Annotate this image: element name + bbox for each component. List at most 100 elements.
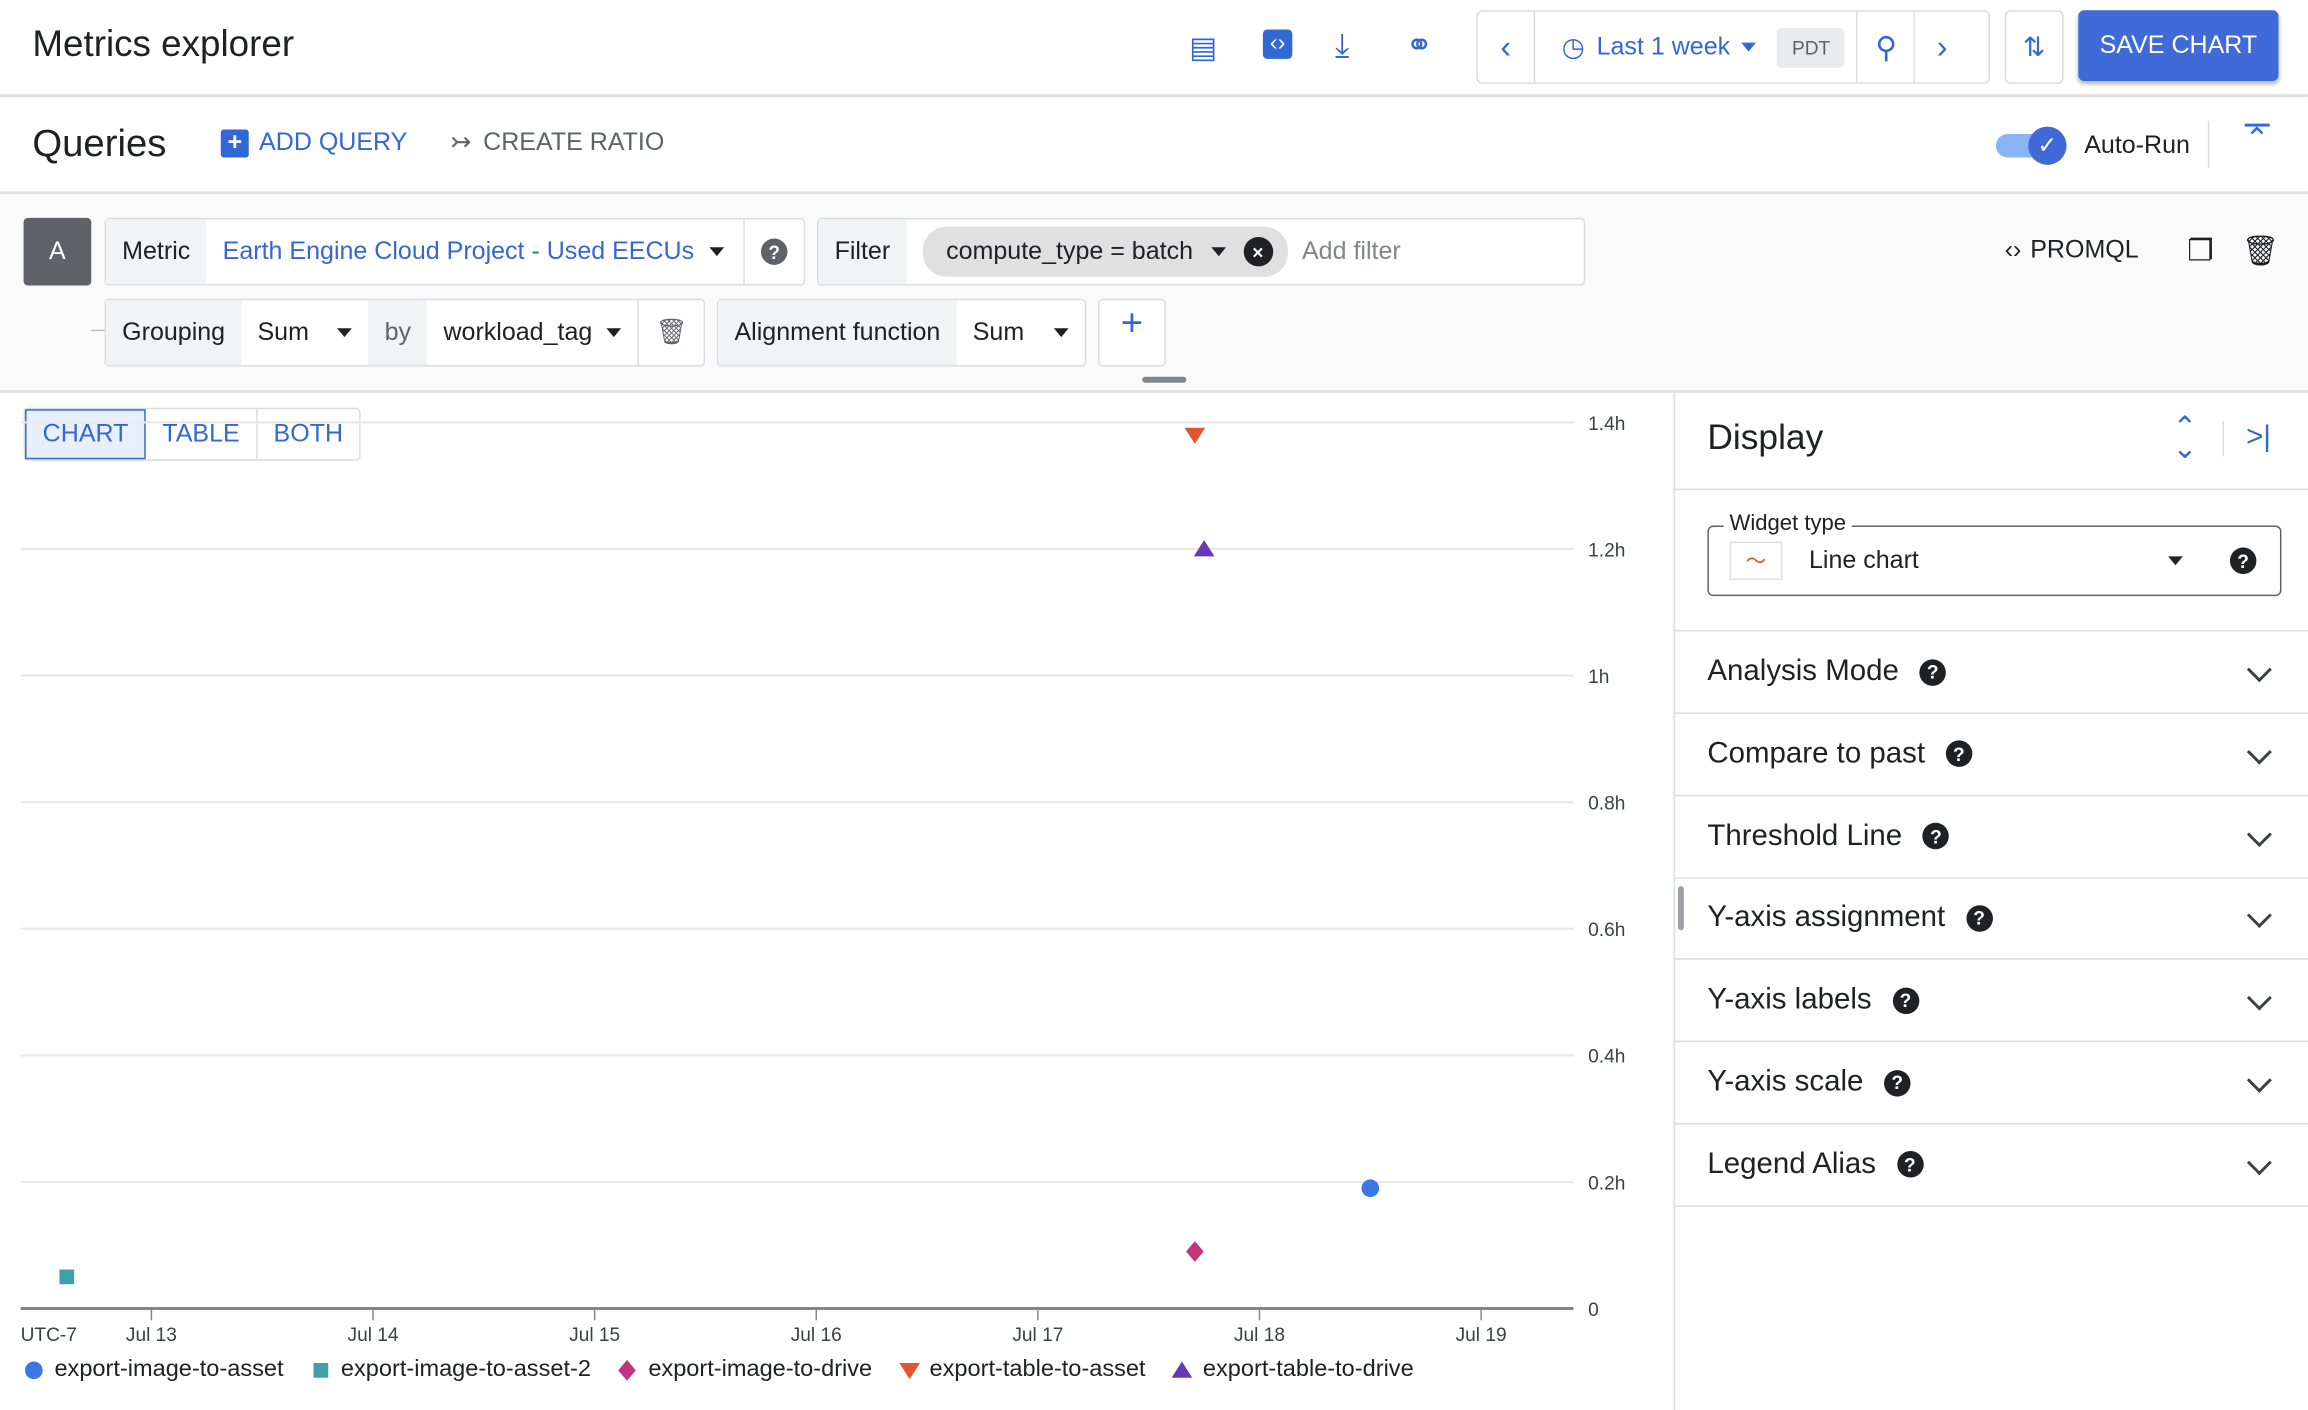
resize-handle[interactable] <box>1142 376 1187 383</box>
widget-type-value: Line chart <box>1808 546 1919 575</box>
zoom-out-icon[interactable]: ⚲ <box>1856 11 1914 83</box>
section-y-axis-assignment[interactable]: Y-axis assignment? <box>1675 878 2308 961</box>
help-icon[interactable]: ? <box>760 238 788 265</box>
help-icon[interactable]: ? <box>1884 1069 1911 1096</box>
scrollbar[interactable] <box>1677 886 1684 931</box>
section-analysis-mode[interactable]: Analysis Mode? <box>1675 631 2308 714</box>
download-icon[interactable]: ⤓ <box>1335 26 1350 64</box>
add-filter-input[interactable]: Add filter <box>1301 236 1401 265</box>
remove-filter-icon[interactable]: × <box>1243 236 1273 267</box>
section-title: Y-axis assignment <box>1707 901 1946 934</box>
help-icon[interactable]: ? <box>1896 1151 1924 1178</box>
by-label: by <box>368 300 428 366</box>
add-icon: + <box>220 128 249 157</box>
add-query-button[interactable]: + ADD QUERY <box>220 128 408 157</box>
sync-off-icon[interactable]: ⇅ <box>2004 10 2064 84</box>
data-point-export-image-to-drive[interactable] <box>1186 1241 1204 1262</box>
chevron-down-icon <box>2246 821 2272 847</box>
promql-button[interactable]: ‹› PROMQL <box>2005 236 2139 265</box>
code-icon[interactable]: ‹› <box>1262 29 1293 59</box>
section-threshold-line[interactable]: Threshold Line? <box>1675 796 2308 879</box>
help-icon[interactable]: ? <box>2229 547 2257 575</box>
query-letter[interactable]: A <box>23 217 92 286</box>
add-query-label: ADD QUERY <box>259 128 408 157</box>
data-point-export-table-to-drive[interactable] <box>1193 540 1215 557</box>
x-tick-label: Jul 16 <box>791 1325 842 1346</box>
help-icon[interactable]: ? <box>1922 822 1950 850</box>
chevron-right-icon[interactable]: › <box>1914 11 1968 83</box>
delete-grouping-icon[interactable]: 🗑 <box>655 317 688 346</box>
help-icon[interactable]: ? <box>1892 987 1919 1014</box>
data-point-export-image-to-asset[interactable] <box>1361 1179 1380 1198</box>
divider <box>2207 120 2210 168</box>
legend-label: export-image-to-drive <box>648 1357 873 1383</box>
caret-down-icon <box>2168 556 2183 566</box>
alignment-field[interactable]: Alignment function Sum <box>716 298 1087 367</box>
query-editor: A Metric Earth Engine Cloud Project - Us… <box>0 194 2308 393</box>
divider <box>2222 420 2225 457</box>
y-tick-label: 1.4h <box>1588 414 1625 435</box>
chart-legend: export-image-to-asset export-image-to-ass… <box>24 1357 1414 1383</box>
caret-down-icon <box>1053 328 1069 338</box>
section-y-axis-scale[interactable]: Y-axis scale? <box>1675 1042 2308 1125</box>
section-y-axis-labels[interactable]: Y-axis labels? <box>1675 960 2308 1043</box>
legend-label: export-image-to-asset-2 <box>340 1357 591 1383</box>
grouping-field[interactable]: Grouping Sum by workload_tag 🗑 <box>104 298 706 367</box>
create-ratio-label: CREATE RATIO <box>483 128 665 157</box>
save-chart-button[interactable]: SAVE CHART <box>2078 10 2279 81</box>
legend-item[interactable]: export-image-to-drive <box>617 1357 872 1383</box>
legend-item[interactable]: export-image-to-asset <box>24 1357 284 1383</box>
chevron-left-icon[interactable]: ‹ <box>1478 11 1536 83</box>
widget-type-select[interactable]: Widget type 〜 Line chart ? <box>1707 510 2282 597</box>
legend-item[interactable]: export-table-to-asset <box>898 1357 1146 1383</box>
group-by-value: workload_tag <box>443 317 593 346</box>
caret-down-icon <box>337 328 353 338</box>
caret-down-icon <box>1210 247 1226 257</box>
x-tick-label: Jul 18 <box>1234 1325 1285 1346</box>
metric-field[interactable]: Metric Earth Engine Cloud Project - Used… <box>104 217 806 286</box>
copy-icon[interactable]: ❐ <box>2187 235 2214 268</box>
auto-run-toggle[interactable]: ✓ <box>1995 126 2067 165</box>
y-tick-label: 0.2h <box>1588 1173 1625 1194</box>
time-range-select[interactable]: ◷ Last 1 week PDT <box>1535 12 1857 83</box>
legend-marker <box>618 1360 637 1381</box>
collapse-panel-icon[interactable]: >| <box>2246 420 2271 454</box>
collapse-icon[interactable]: ⌃ <box>2244 123 2270 157</box>
triangle-down-marker-icon <box>898 1362 920 1380</box>
triangle-up-marker-icon <box>1172 1361 1193 1378</box>
legend-marker <box>1172 1361 1193 1378</box>
x-tick-label: Jul 17 <box>1012 1325 1063 1346</box>
connector <box>91 329 106 332</box>
tab-both[interactable]: BOTH <box>273 419 344 448</box>
help-icon[interactable]: ? <box>1919 658 1946 686</box>
tab-chart[interactable]: CHART <box>25 409 147 460</box>
legend-item[interactable]: export-image-to-asset-2 <box>310 1357 591 1383</box>
data-point-export-image-to-asset-2[interactable] <box>59 1269 75 1285</box>
legend-label: export-table-to-asset <box>929 1357 1146 1383</box>
filter-field[interactable]: Filter compute_type = batch × Add filter <box>816 217 1586 286</box>
filter-label: Filter <box>818 219 907 285</box>
x-tick-label: Jul 19 <box>1456 1325 1507 1346</box>
y-tick-label: 0.6h <box>1588 920 1625 941</box>
alignment-value: Sum <box>972 317 1025 346</box>
create-ratio-button[interactable]: ↣ CREATE RATIO <box>450 128 664 157</box>
tab-table[interactable]: TABLE <box>146 409 258 460</box>
help-icon[interactable]: ? <box>1965 905 1993 932</box>
time-range-label: Last 1 week <box>1596 32 1731 61</box>
link-icon[interactable]: ⚭ <box>1405 26 1433 64</box>
chevron-down-icon <box>2246 739 2272 765</box>
chevron-down-icon <box>2246 903 2272 929</box>
add-operation-button[interactable]: + <box>1098 298 1166 367</box>
delete-query-icon[interactable]: 🗑 <box>2241 235 2280 268</box>
section-legend-alias[interactable]: Legend Alias? <box>1675 1124 2308 1207</box>
filter-chip[interactable]: compute_type = batch × <box>922 226 1288 277</box>
check-icon: ✓ <box>2028 126 2067 165</box>
legend-item[interactable]: export-table-to-drive <box>1172 1357 1414 1383</box>
feedback-icon[interactable]: ▤ <box>1189 32 1218 65</box>
section-compare-to-past[interactable]: Compare to past? <box>1675 714 2308 796</box>
help-icon[interactable]: ? <box>1945 740 1973 768</box>
data-point-export-table-to-asset[interactable] <box>1184 427 1206 444</box>
x-tick-label: Jul 13 <box>126 1325 177 1346</box>
legend-label: export-image-to-asset <box>54 1357 284 1383</box>
expand-collapse-icon[interactable]: ⌃ ⌄ <box>2172 412 2198 466</box>
